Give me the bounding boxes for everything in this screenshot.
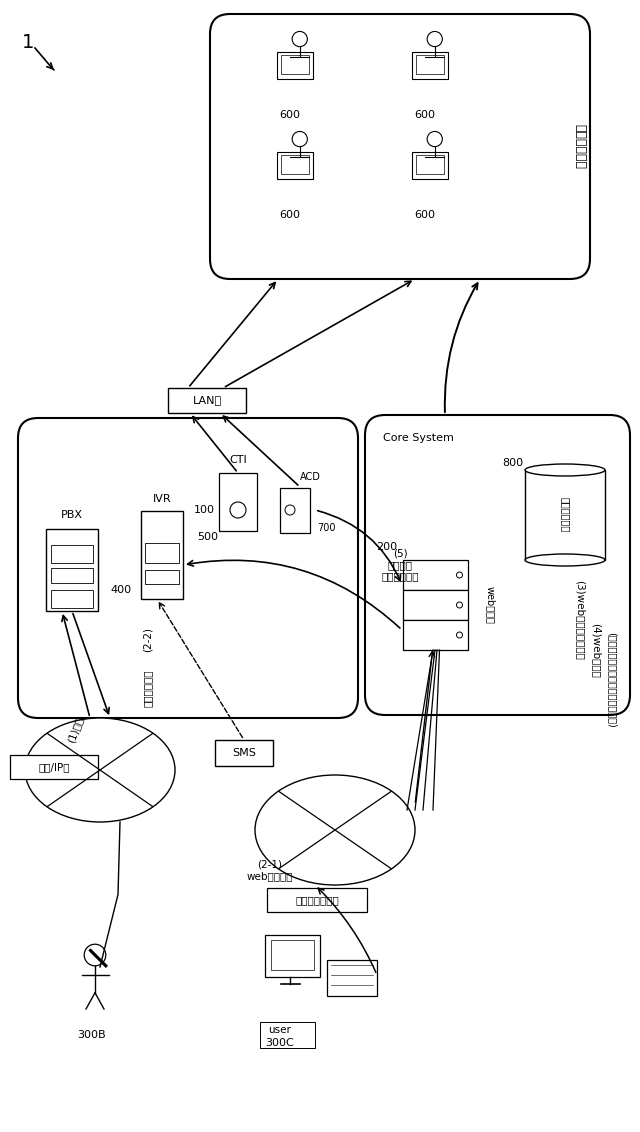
Text: 400: 400: [110, 585, 131, 595]
Bar: [277, 52, 313, 79]
Text: 800: 800: [502, 458, 524, 468]
Text: (2-1)
webアドレス: (2-1) webアドレス: [247, 859, 293, 881]
Circle shape: [285, 505, 295, 515]
Bar: [525, 470, 605, 560]
Text: (4)webページ: (4)webページ: [591, 623, 601, 677]
Bar: [145, 543, 179, 563]
Text: CTI: CTI: [229, 455, 247, 465]
Text: 100: 100: [194, 505, 215, 515]
Text: 600: 600: [280, 211, 301, 220]
Bar: [403, 590, 467, 620]
Text: user: user: [269, 1024, 291, 1035]
Ellipse shape: [525, 464, 605, 475]
Bar: [51, 568, 93, 583]
Text: Core System: Core System: [383, 434, 454, 443]
Text: インターネット: インターネット: [295, 895, 339, 904]
Bar: [281, 155, 309, 174]
Ellipse shape: [25, 718, 175, 822]
Text: 700: 700: [317, 523, 335, 533]
Circle shape: [456, 632, 463, 638]
Bar: [416, 55, 444, 75]
Text: (テキスト、静止画像、動画、広告): (テキスト、静止画像、動画、広告): [607, 632, 617, 728]
Bar: [271, 940, 314, 970]
Text: (3)webページ閲覧要求: (3)webページ閲覧要求: [575, 580, 585, 660]
Bar: [327, 960, 377, 996]
Bar: [215, 740, 273, 766]
Text: 600: 600: [415, 211, 435, 220]
Bar: [265, 935, 320, 977]
Text: 300C: 300C: [266, 1038, 294, 1048]
Text: 300B: 300B: [77, 1030, 106, 1040]
Text: 600: 600: [415, 110, 435, 120]
Text: SMS: SMS: [232, 748, 256, 758]
Ellipse shape: [255, 775, 415, 885]
Circle shape: [292, 32, 307, 46]
Text: IVR: IVR: [153, 494, 172, 504]
Bar: [277, 153, 313, 179]
Bar: [168, 388, 246, 413]
Text: ACD: ACD: [300, 472, 321, 482]
Bar: [141, 511, 183, 599]
Text: 公衆/IP網: 公衆/IP網: [38, 762, 70, 772]
Text: コールセンタ: コールセンタ: [573, 125, 586, 169]
Bar: [403, 560, 467, 590]
Bar: [145, 571, 179, 584]
Text: オペレータへ: オペレータへ: [143, 669, 153, 706]
Text: (2-2): (2-2): [143, 627, 153, 652]
Text: (5)
ユーザに
ポイント付与: (5) ユーザに ポイント付与: [381, 548, 419, 582]
Circle shape: [427, 32, 442, 46]
Bar: [51, 544, 93, 563]
Text: (1)電話: (1)電話: [66, 715, 84, 745]
Text: PBX: PBX: [61, 511, 83, 520]
Bar: [281, 55, 309, 75]
Bar: [403, 620, 467, 650]
FancyBboxPatch shape: [210, 14, 590, 278]
FancyBboxPatch shape: [18, 418, 358, 718]
Bar: [280, 488, 310, 532]
Ellipse shape: [525, 554, 605, 566]
Circle shape: [84, 944, 106, 966]
Bar: [46, 529, 98, 611]
Text: webサーバ: webサーバ: [485, 586, 495, 624]
Bar: [10, 755, 98, 779]
Text: 200: 200: [376, 542, 397, 552]
Text: データベース: データベース: [560, 497, 570, 533]
Text: 1: 1: [22, 33, 34, 51]
Bar: [412, 153, 448, 179]
Bar: [416, 155, 444, 174]
Circle shape: [456, 602, 463, 608]
Text: 500: 500: [198, 532, 218, 542]
Bar: [260, 1022, 315, 1048]
Circle shape: [230, 501, 246, 518]
Text: 600: 600: [280, 110, 301, 120]
Bar: [51, 590, 93, 608]
Bar: [267, 887, 367, 912]
Circle shape: [292, 131, 307, 147]
Bar: [219, 473, 257, 531]
Text: LAN網: LAN網: [193, 395, 221, 405]
FancyBboxPatch shape: [365, 415, 630, 715]
Circle shape: [456, 572, 463, 578]
Circle shape: [427, 131, 442, 147]
Bar: [412, 52, 448, 79]
